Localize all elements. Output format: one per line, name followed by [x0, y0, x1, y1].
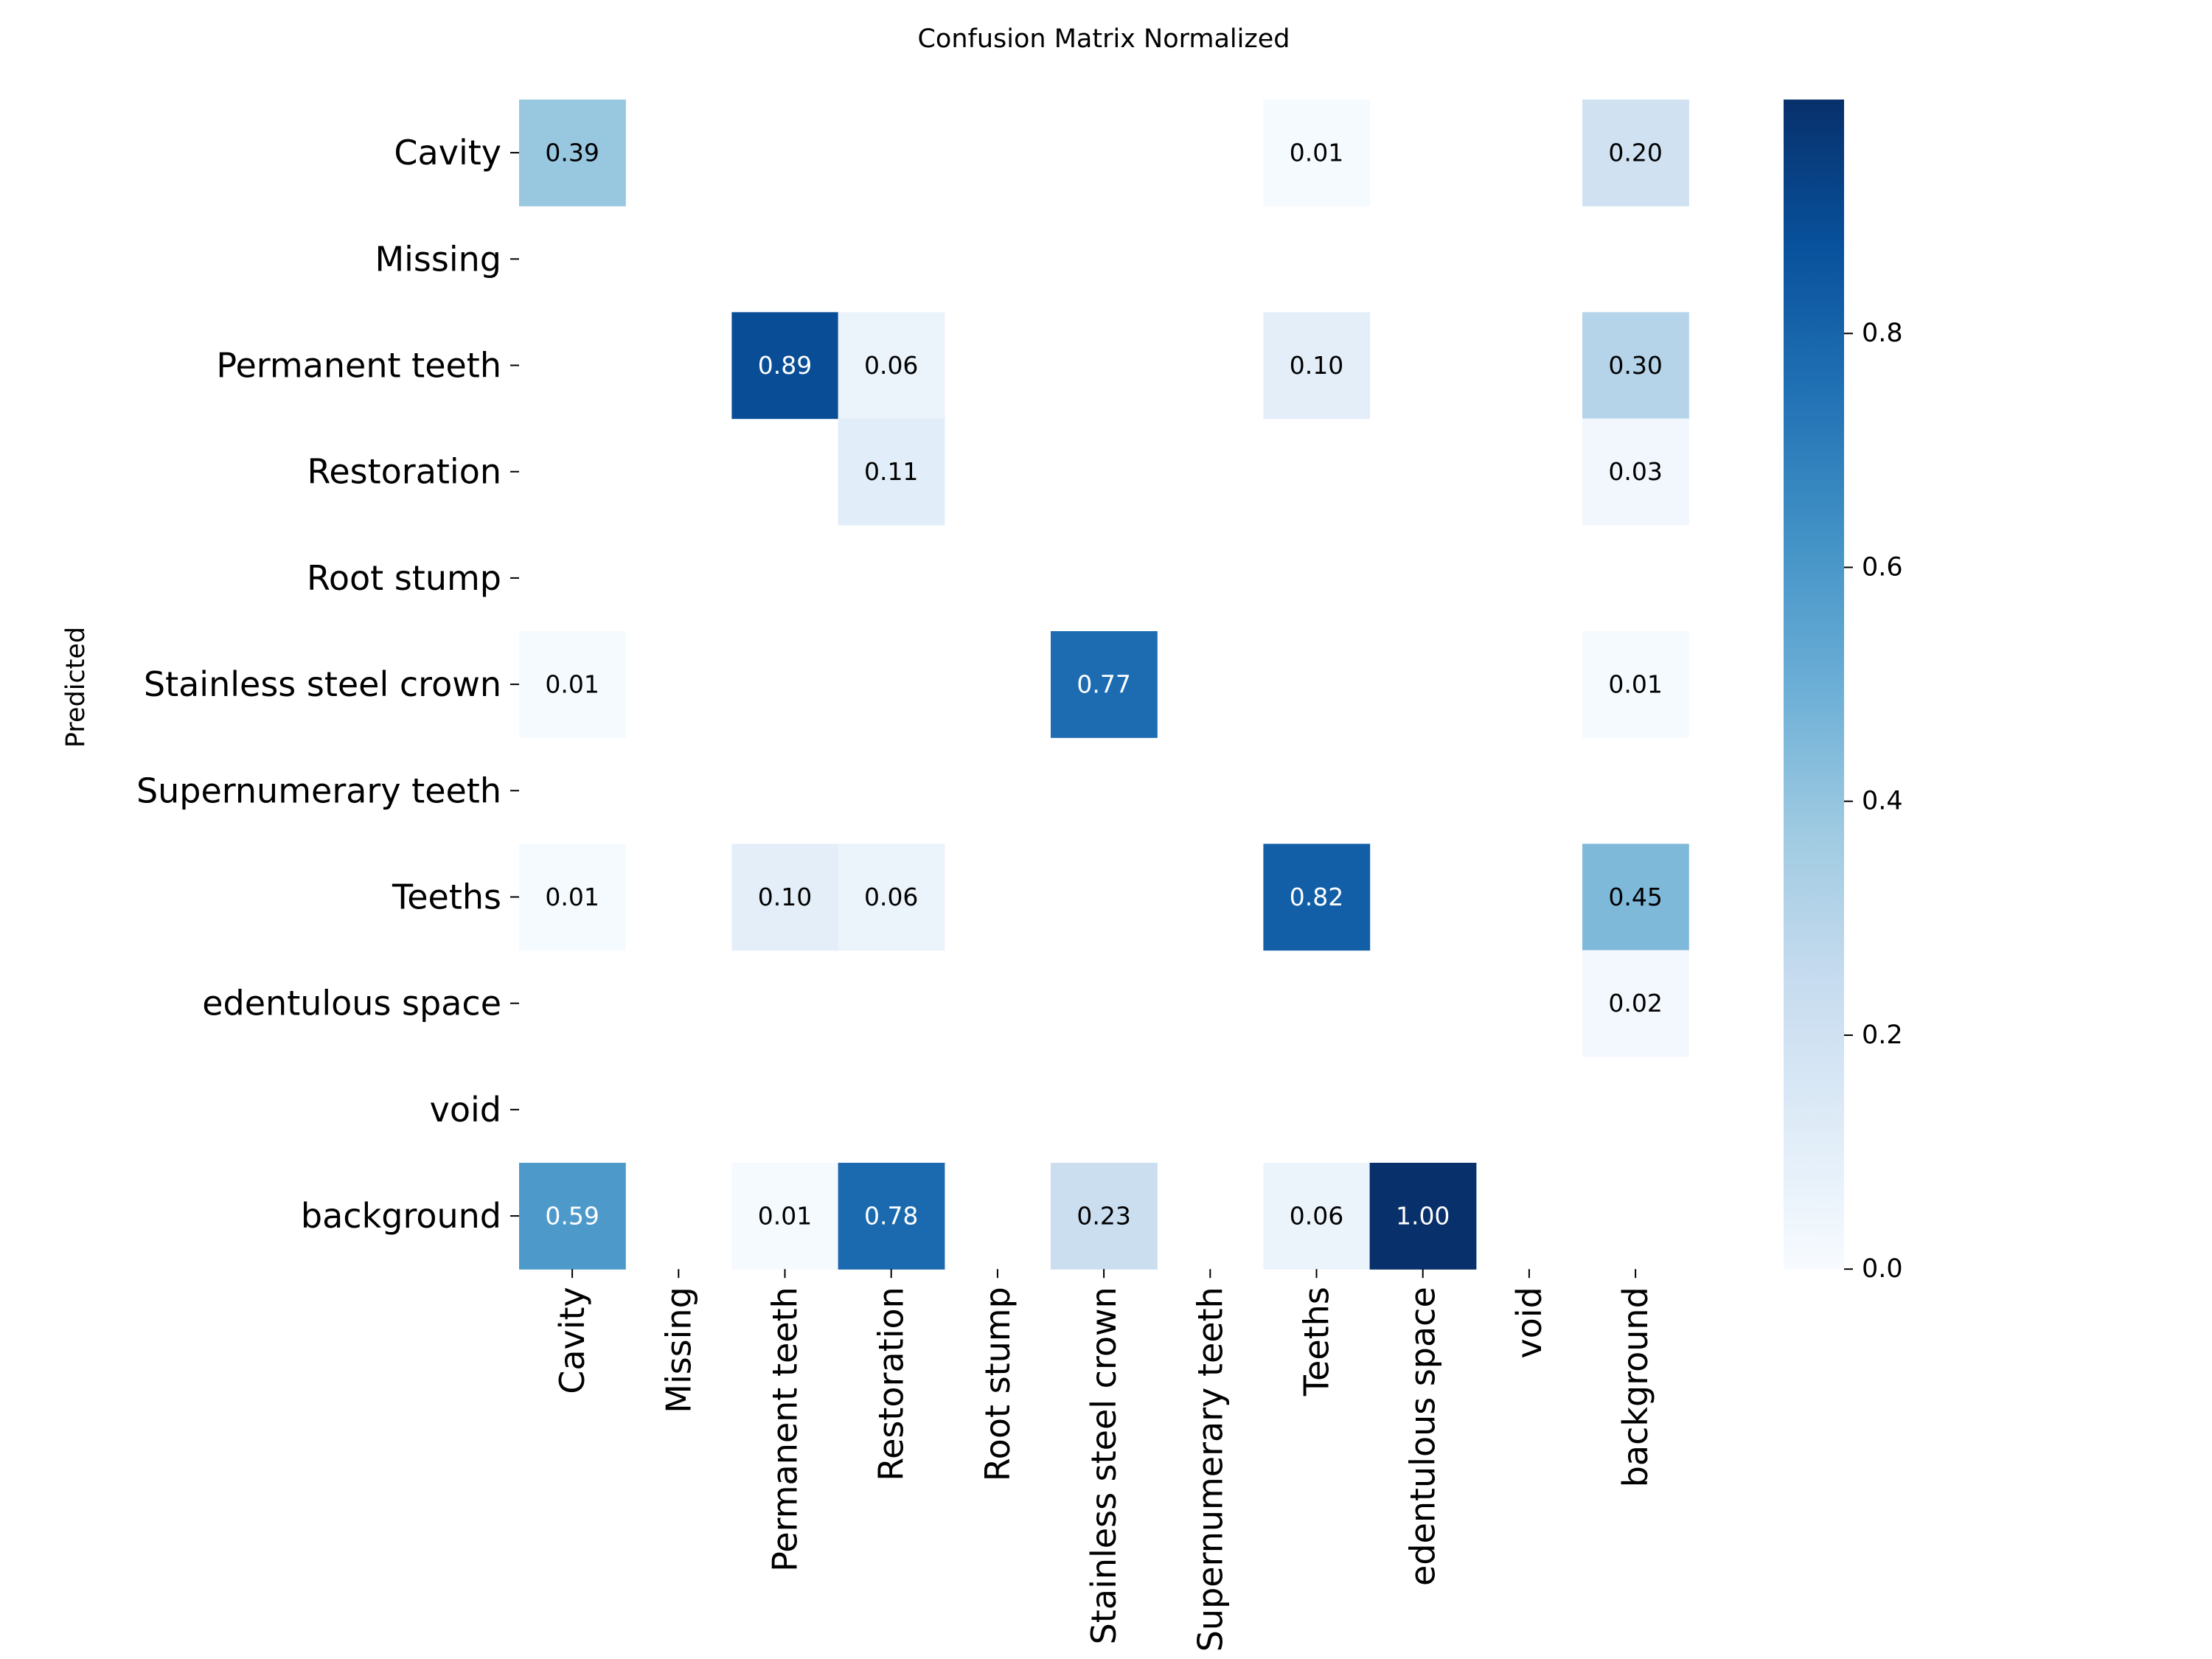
row-axis: Cavity Missing Permanent teeth Restoration R… [136, 133, 519, 1236]
cell-value-label: 0.23 [1077, 1202, 1130, 1231]
cell-value-label: 0.10 [758, 883, 812, 911]
column-tick-label: Stainless steel crown [1084, 1287, 1124, 1644]
column-tick-label: Missing [658, 1287, 698, 1413]
cell-background-cavity [519, 1163, 626, 1270]
colorbar-tick-label: 0.8 [1862, 319, 1903, 348]
cell-cavity-background [1582, 100, 1689, 206]
cell-teeths-permanent-teeth [731, 844, 839, 951]
row-tick-label: background [301, 1196, 501, 1236]
cell-teeths-cavity [519, 844, 626, 951]
cell-stainless-steel-crown-cavity [519, 631, 626, 738]
cell-value-label: 0.45 [1608, 883, 1662, 911]
cell-value-label: 0.01 [1290, 139, 1343, 167]
row-tick-label: Root stump [307, 558, 501, 598]
colorbar-tick-label: 0.2 [1862, 1020, 1903, 1050]
cell-value-label: 0.06 [864, 351, 918, 380]
cell-value-label: 0.89 [758, 351, 812, 380]
column-tick-label: Root stump [978, 1287, 1018, 1481]
cell-background-restoration [838, 1163, 945, 1270]
cell-value-label: 0.11 [864, 457, 918, 486]
row-tick-label: Cavity [394, 133, 501, 173]
row-tick-label: void [430, 1090, 501, 1130]
cell-value-label: 0.30 [1608, 351, 1662, 380]
cell-stainless-steel-crown-stainless-steel-crown [1051, 631, 1158, 738]
cell-value-label: 0.01 [545, 883, 599, 911]
cell-background-teeths [1263, 1163, 1371, 1270]
row-tick-label: Stainless steel crown [144, 664, 501, 704]
cell-value-label: 0.78 [864, 1202, 918, 1231]
cell-value-label: 1.00 [1396, 1202, 1450, 1231]
cell-background-permanent-teeth [731, 1163, 839, 1270]
column-tick-label: Cavity [552, 1287, 592, 1394]
cell-restoration-background [1582, 418, 1689, 526]
cell-value-label: 0.06 [1290, 1202, 1343, 1231]
cell-value-label: 0.03 [1608, 457, 1662, 486]
column-tick-label: void [1509, 1287, 1549, 1358]
column-tick-label: Permanent teeth [765, 1287, 805, 1572]
cell-value-label: 0.01 [758, 1202, 812, 1231]
cell-teeths-teeths [1263, 844, 1371, 951]
colorbar-tick-label: 0.6 [1862, 552, 1903, 582]
cell-restoration-restoration [838, 418, 945, 526]
cell-stainless-steel-crown-background [1582, 631, 1689, 738]
column-tick-label: background [1615, 1287, 1655, 1487]
cell-value-label: 0.10 [1290, 351, 1343, 380]
row-tick-label: Permanent teeth [216, 346, 501, 386]
cell-value-label: 0.59 [545, 1202, 599, 1231]
cell-value-label: 0.77 [1077, 670, 1130, 699]
column-axis: Cavity Missing Permanent teeth Restoration R… [552, 1269, 1655, 1652]
row-tick-label: Supernumerary teeth [136, 771, 501, 810]
cell-value-label: 0.01 [545, 670, 599, 699]
cell-permanent-teeth-restoration [838, 312, 945, 420]
column-tick-label: edentulous space [1403, 1287, 1443, 1586]
cell-cavity-teeths [1263, 100, 1371, 206]
cell-permanent-teeth-permanent-teeth [731, 312, 839, 420]
cell-value-labels: 0.39 0.01 0.20 0.89 0.06 0.10 0.30 0.11 0.03 0.01… [545, 139, 1662, 1231]
row-tick-label: Missing [375, 239, 501, 279]
cell-value-label: 0.02 [1608, 989, 1662, 1018]
cell-background-edentulous-space [1369, 1163, 1477, 1270]
cell-cavity-cavity [519, 100, 626, 206]
y-axis-label: Predicted [61, 627, 91, 748]
column-tick-label: Supernumerary teeth [1190, 1287, 1230, 1652]
cell-value-label: 0.01 [1608, 670, 1662, 699]
cell-permanent-teeth-teeths [1263, 312, 1371, 420]
cell-permanent-teeth-background [1582, 312, 1689, 420]
cell-teeths-background [1582, 844, 1689, 951]
chart-title: Confusion Matrix Normalized [917, 24, 1290, 54]
column-tick-label: Restoration [872, 1287, 911, 1481]
cell-value-label: 0.82 [1290, 883, 1343, 911]
cell-edentulous-space-background [1582, 950, 1689, 1057]
colorbar: 0.0 0.2 0.4 0.6 0.8 [1784, 100, 1903, 1284]
row-tick-label: edentulous space [202, 984, 501, 1023]
cell-value-label: 0.20 [1608, 139, 1662, 167]
colorbar-tick-label: 0.0 [1862, 1254, 1903, 1284]
colorbar-tick-label: 0.4 [1862, 787, 1903, 816]
cell-value-label: 0.39 [545, 139, 599, 167]
heatmap-cells [519, 100, 1689, 1270]
column-tick-label: Teeths [1297, 1287, 1337, 1397]
row-tick-label: Teeths [392, 877, 501, 917]
colorbar-gradient [1784, 100, 1844, 1270]
cell-teeths-restoration [838, 844, 945, 951]
cell-value-label: 0.06 [864, 883, 918, 911]
row-tick-label: Restoration [307, 452, 501, 492]
cell-background-stainless-steel-crown [1051, 1163, 1158, 1270]
